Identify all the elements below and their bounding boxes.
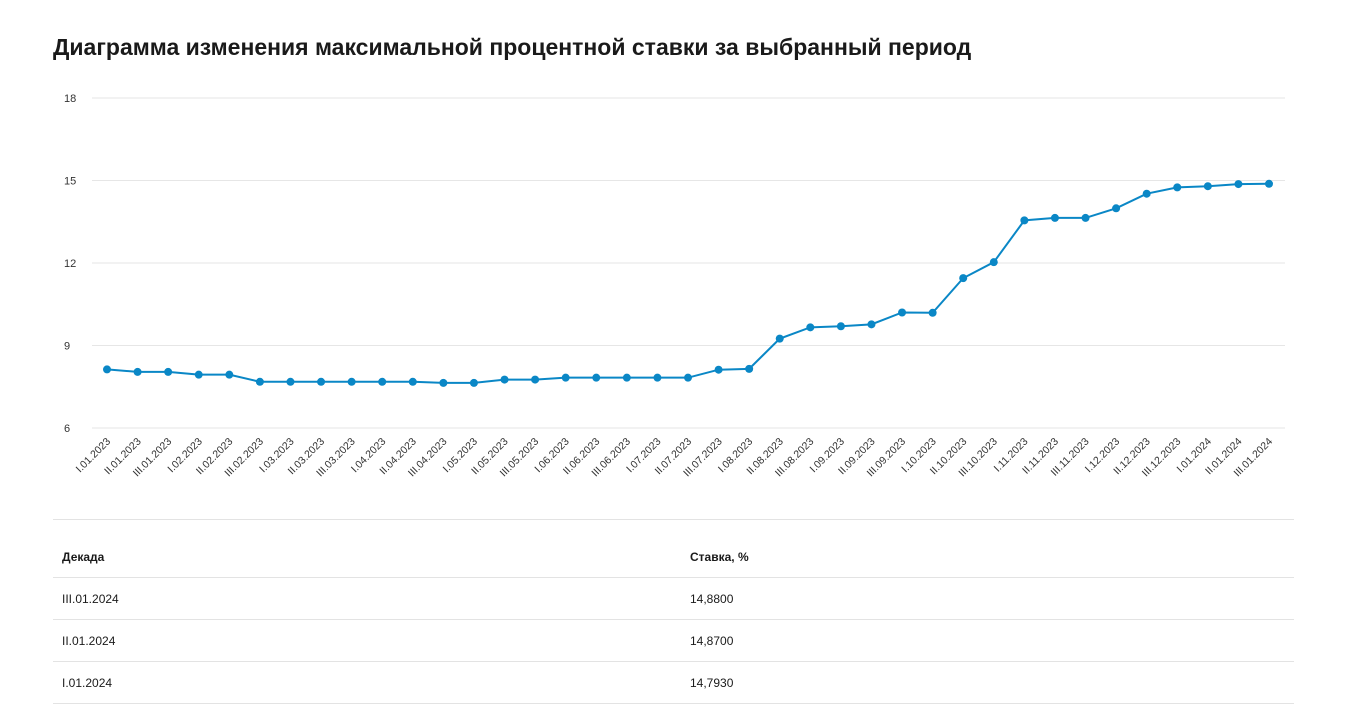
data-point[interactable] bbox=[1020, 216, 1029, 225]
data-point[interactable] bbox=[133, 367, 142, 376]
data-point[interactable] bbox=[653, 373, 662, 382]
y-tick-label: 9 bbox=[64, 341, 70, 353]
data-point[interactable] bbox=[1112, 204, 1121, 213]
table-header-row: Декада Ставка, % bbox=[53, 536, 1294, 578]
data-point[interactable] bbox=[164, 367, 173, 376]
series bbox=[103, 179, 1273, 387]
rate-line-chart: 6 9 12 15 18 I.01.2023II.01.2023III.01.2023I… bbox=[64, 93, 1285, 480]
data-point[interactable] bbox=[469, 378, 478, 387]
rate-cell: 14,7930 bbox=[690, 676, 734, 690]
rate-cell: 14,8800 bbox=[690, 592, 734, 606]
data-point[interactable] bbox=[1173, 183, 1182, 192]
data-point[interactable] bbox=[317, 377, 326, 386]
y-tick-label: 6 bbox=[64, 423, 70, 435]
divider bbox=[53, 519, 1294, 520]
y-axis: 6 9 12 15 18 bbox=[64, 93, 76, 435]
data-point[interactable] bbox=[592, 373, 601, 382]
data-point[interactable] bbox=[194, 370, 203, 379]
data-point[interactable] bbox=[1081, 213, 1090, 222]
page-title: Диаграмма изменения максимальной процент… bbox=[53, 34, 972, 60]
data-point[interactable] bbox=[898, 308, 907, 317]
data-point[interactable] bbox=[500, 375, 509, 384]
data-point[interactable] bbox=[1234, 180, 1243, 189]
data-point[interactable] bbox=[1203, 182, 1212, 191]
data-point[interactable] bbox=[255, 377, 264, 386]
data-point[interactable] bbox=[1050, 213, 1059, 222]
table-row: I.01.2024 14,7930 bbox=[53, 662, 1294, 704]
x-axis: I.01.2023II.01.2023III.01.2023I.02.2023I… bbox=[74, 436, 1276, 480]
series-line bbox=[106, 182, 1270, 384]
data-point[interactable] bbox=[439, 378, 448, 387]
y-tick-label: 12 bbox=[64, 258, 76, 270]
data-point[interactable] bbox=[378, 377, 387, 386]
data-point[interactable] bbox=[684, 373, 692, 382]
decade-cell: II.01.2024 bbox=[62, 634, 116, 648]
data-point[interactable] bbox=[622, 373, 631, 382]
rate-cell: 14,8700 bbox=[690, 634, 734, 648]
column-header-decade: Декада bbox=[62, 550, 105, 564]
data-point[interactable] bbox=[989, 258, 998, 267]
data-point[interactable] bbox=[561, 373, 570, 382]
data-point[interactable] bbox=[286, 377, 295, 386]
data-point[interactable] bbox=[1142, 189, 1151, 198]
data-point[interactable] bbox=[408, 377, 417, 386]
data-point[interactable] bbox=[714, 365, 723, 374]
column-header-rate: Ставка, % bbox=[690, 550, 749, 564]
data-point[interactable] bbox=[836, 322, 845, 331]
data-point[interactable] bbox=[959, 274, 968, 283]
decade-cell: I.01.2024 bbox=[62, 676, 113, 690]
table-row: II.01.2024 14,8700 bbox=[53, 620, 1294, 662]
data-point[interactable] bbox=[531, 375, 540, 384]
data-point[interactable] bbox=[928, 308, 937, 317]
data-point[interactable] bbox=[103, 365, 111, 374]
data-point[interactable] bbox=[867, 320, 876, 329]
y-tick-label: 15 bbox=[64, 176, 76, 188]
data-point[interactable] bbox=[745, 364, 754, 373]
rate-table: Декада Ставка, % III.01.2024 14,8800 II.… bbox=[53, 536, 1294, 704]
data-point[interactable] bbox=[775, 334, 784, 343]
grid bbox=[92, 97, 1285, 429]
data-point[interactable] bbox=[1265, 179, 1273, 188]
data-point[interactable] bbox=[225, 370, 234, 379]
table-row: III.01.2024 14,8800 bbox=[53, 578, 1294, 620]
data-point[interactable] bbox=[806, 323, 815, 332]
decade-cell: III.01.2024 bbox=[62, 592, 119, 606]
y-tick-label: 18 bbox=[64, 93, 76, 105]
data-point[interactable] bbox=[347, 377, 356, 386]
